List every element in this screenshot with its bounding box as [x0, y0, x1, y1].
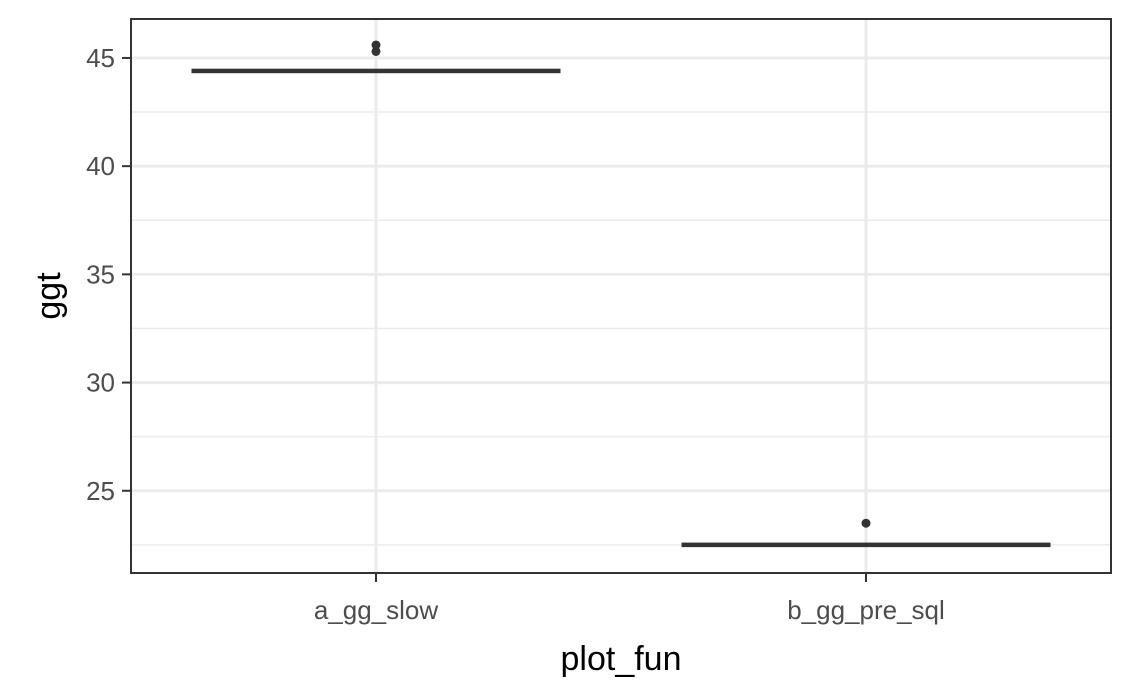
x-tick-label: b_gg_pre_sql: [787, 595, 945, 625]
outlier-point: [371, 46, 381, 56]
y-tick-label: 30: [86, 368, 115, 398]
y-tick-label: 45: [86, 43, 115, 73]
outlier-point: [861, 518, 871, 528]
x-axis-title: plot_fun: [561, 640, 682, 678]
boxplot-b_gg_pre_sql: [681, 518, 1051, 548]
x-axis: a_gg_slow b_gg_pre_sql: [314, 573, 945, 625]
y-tick-label: 35: [86, 259, 115, 289]
boxplots: [191, 40, 1051, 548]
x-tick-label: a_gg_slow: [314, 595, 439, 625]
y-tick-label: 25: [86, 476, 115, 506]
major-gridlines: [131, 19, 1111, 573]
y-axis-title: ggt: [30, 272, 68, 320]
outlier-point: [371, 40, 381, 50]
minor-gridlines: [131, 111, 1111, 546]
panel-border: [130, 18, 1112, 574]
y-axis: 25 30 35 40 45: [86, 43, 131, 506]
boxplot-a_gg_slow: [191, 40, 561, 74]
y-tick-label: 40: [86, 151, 115, 181]
